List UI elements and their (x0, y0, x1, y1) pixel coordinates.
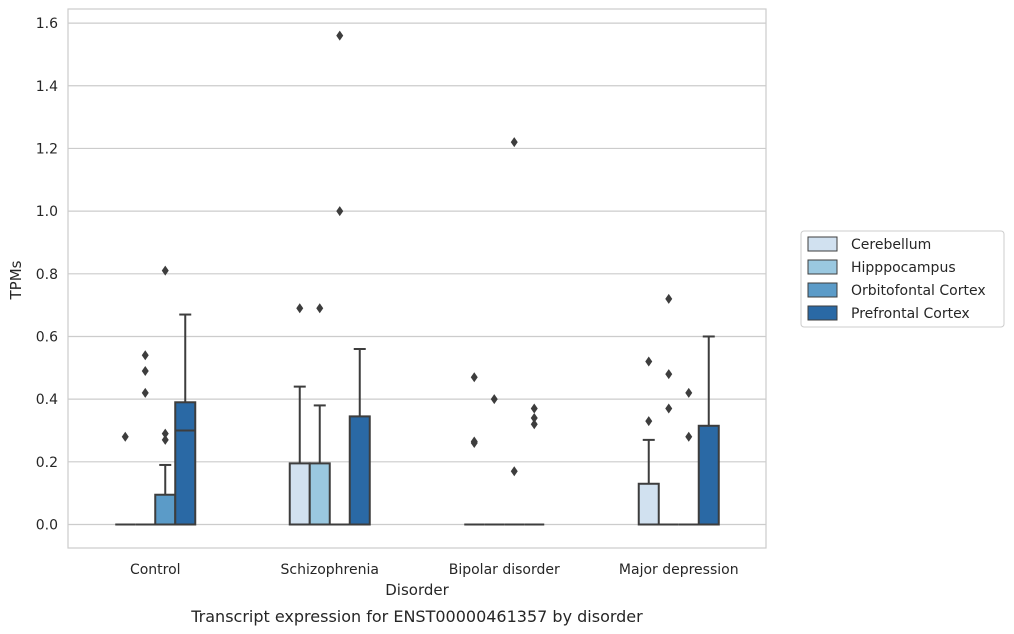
box (697, 424, 720, 526)
y-axis-label: TPMs (7, 260, 25, 300)
outlier-point (685, 431, 693, 442)
box (637, 482, 660, 526)
outlier-point (470, 436, 478, 447)
outlier-point (665, 369, 673, 380)
box-group (658, 293, 679, 526)
box-group (154, 265, 177, 526)
y-tick-label: 0.0 (36, 517, 58, 533)
legend-label: Prefrontal Cortex (851, 306, 970, 322)
x-tick-labels: Control Schizophrenia Bipolar disorder Majo… (130, 562, 739, 578)
box-group (464, 372, 485, 526)
outlier-point (336, 30, 344, 41)
legend-swatch (807, 259, 838, 275)
box-group (329, 30, 350, 526)
outlier-point (510, 466, 518, 477)
outlier-point (530, 403, 538, 414)
box-group (308, 303, 331, 526)
box-group (135, 350, 156, 526)
box-group (697, 335, 720, 526)
outlier-point (141, 350, 149, 361)
outlier-point (296, 303, 304, 314)
legend-swatch (807, 305, 838, 321)
box (154, 493, 177, 526)
legend-frame (800, 230, 1005, 328)
outlier-point (316, 303, 324, 314)
legend-swatch (807, 282, 838, 298)
x-axis-label: Disorder (385, 581, 449, 599)
y-tick-label: 0.4 (36, 392, 58, 408)
grid-lines (68, 22, 766, 526)
outlier-point (665, 403, 673, 414)
box-group (115, 431, 136, 526)
outlier-point (685, 387, 693, 398)
outlier-point (530, 419, 538, 430)
y-tick-label: 0.6 (36, 329, 58, 345)
outlier-point (141, 387, 149, 398)
x-tick-label: Control (130, 562, 181, 578)
y-tick-label: 1.6 (36, 16, 58, 32)
outlier-point (336, 206, 344, 217)
outlier-point (490, 394, 498, 405)
outlier-point (470, 372, 478, 383)
legend-label: Hipppocampus (851, 260, 956, 276)
box-group (524, 403, 545, 526)
x-tick-label: Bipolar disorder (449, 562, 560, 578)
legend: Cerebellum Hipppocampus Orbitofontal Corte… (800, 230, 1005, 328)
chart-caption: Transcript expression for ENST0000046135… (190, 607, 643, 626)
outlier-point (645, 416, 653, 427)
outlier-point (121, 431, 129, 442)
box-group (637, 356, 660, 526)
boxes-group (115, 30, 720, 526)
box-group (678, 387, 699, 526)
legend-label: Cerebellum (851, 237, 931, 253)
outlier-point (665, 293, 673, 304)
box-group (504, 137, 525, 526)
outlier-point (161, 428, 169, 439)
plot-frame (67, 8, 767, 549)
outlier-point (161, 434, 169, 445)
legend-swatch (807, 236, 838, 252)
y-tick-label: 0.2 (36, 455, 58, 471)
box (348, 415, 371, 526)
outlier-point (645, 356, 653, 367)
box (308, 462, 331, 526)
box-group (348, 348, 371, 526)
x-tick-label: Major depression (619, 562, 739, 578)
box (288, 462, 311, 526)
y-tick-label: 1.0 (36, 204, 58, 220)
y-tick-label: 1.4 (36, 79, 58, 95)
outlier-point (530, 412, 538, 423)
x-tick-label: Schizophrenia (281, 562, 379, 578)
y-tick-label: 0.8 (36, 267, 58, 283)
y-tick-label: 1.2 (36, 141, 58, 157)
outlier-point (510, 137, 518, 148)
box-group (484, 394, 505, 526)
y-tick-labels: 0.0 0.2 0.4 0.6 0.8 1.0 1.2 1.4 1.6 (36, 16, 58, 533)
box (174, 401, 197, 526)
box-group (174, 313, 197, 526)
outlier-point (161, 265, 169, 276)
outlier-point (141, 365, 149, 376)
legend-label: Orbitofontal Cortex (851, 283, 986, 299)
